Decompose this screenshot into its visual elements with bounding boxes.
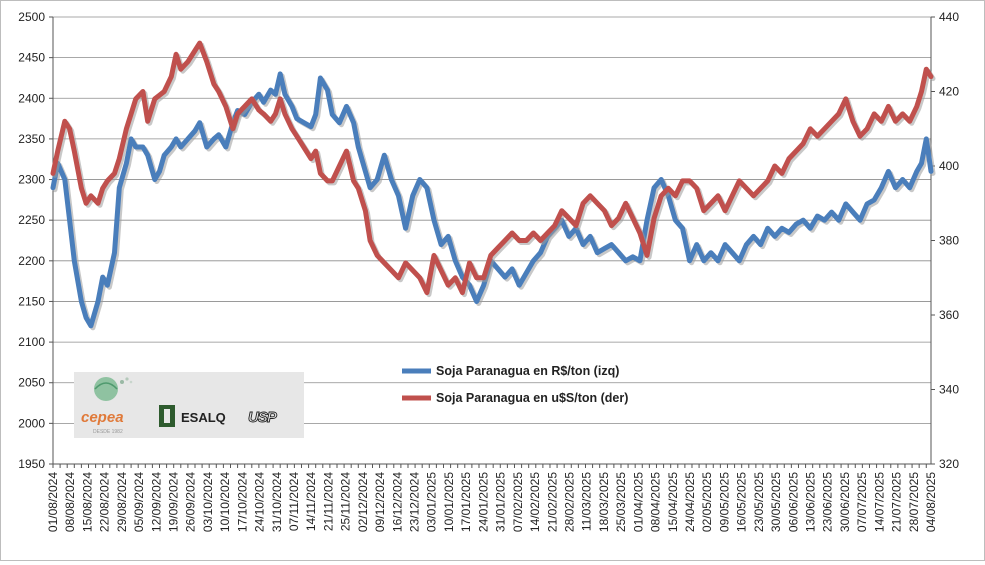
series-line-1: [50, 40, 934, 296]
x-tick-label: 14/11/2024: [304, 472, 318, 531]
y-left-tick-label: 2150: [18, 294, 45, 308]
x-tick-label: 07/11/2024: [287, 472, 301, 531]
x-tick-label: 07/07/2025: [855, 472, 869, 532]
x-tick-label: 16/12/2024: [390, 472, 404, 532]
y-right-tick-label: 420: [939, 85, 959, 99]
x-tick-label: 29/08/2024: [115, 472, 129, 532]
x-tick-label: 30/06/2025: [838, 472, 852, 532]
cepea-wordmark: cepea: [81, 409, 124, 426]
y-left-tick-label: 2500: [18, 10, 45, 24]
x-tick-label: 31/01/2025: [494, 472, 508, 532]
y-left-tick-label: 2200: [18, 254, 45, 268]
x-axis: 01/08/2024 08/08/2024 15/08/2024 22/08/2024…: [46, 464, 938, 532]
esalq-wordmark: ESALQ: [181, 410, 226, 425]
x-tick-label: 03/01/2025: [425, 472, 439, 532]
x-tick-label: 26/09/2024: [184, 472, 198, 532]
y-left-tick-label: 1950: [18, 457, 45, 471]
y-left-tick-label: 2000: [18, 416, 45, 430]
legend-label-usd: Soja Paranagua en u$S/ton (der): [436, 391, 628, 405]
y-left-tick-label: 2250: [18, 213, 45, 227]
x-tick-label: 13/06/2025: [803, 472, 817, 532]
x-tick-label: 02/05/2025: [700, 472, 714, 532]
y-left-tick-label: 2350: [18, 132, 45, 146]
x-tick-label: 28/02/2025: [562, 472, 576, 532]
x-tick-label: 21/02/2025: [545, 472, 559, 532]
x-tick-label: 23/06/2025: [821, 472, 835, 532]
x-tick-label: 25/03/2025: [614, 472, 628, 532]
x-tick-label: 31/10/2024: [270, 472, 284, 532]
x-tick-label: 09/12/2024: [373, 472, 387, 532]
x-tick-label: 12/09/2024: [149, 472, 163, 532]
x-tick-label: 01/08/2024: [46, 472, 60, 532]
y-left-tick-label: 2400: [18, 91, 45, 105]
x-tick-label: 19/09/2024: [167, 472, 181, 532]
y-right-tick-label: 320: [939, 457, 959, 471]
x-tick-label: 01/04/2025: [631, 472, 645, 532]
usp-wordmark: USP: [248, 409, 278, 426]
y-right-tick-label: 360: [939, 308, 959, 322]
x-tick-label: 30/05/2025: [769, 472, 783, 532]
y-right-tick-label: 380: [939, 234, 959, 248]
series-shadow-0: [52, 73, 936, 331]
x-tick-label: 15/08/2024: [80, 472, 94, 532]
x-tick-label: 08/08/2024: [63, 472, 77, 532]
x-tick-label: 07/02/2025: [511, 472, 525, 532]
y-left-tick-label: 2450: [18, 51, 45, 65]
x-tick-label: 08/04/2025: [649, 472, 663, 532]
x-tick-label: 24/10/2024: [253, 472, 267, 532]
x-tick-label: 02/12/2024: [356, 472, 370, 532]
cepea-logo: cepea DESDE 1982: [81, 377, 133, 435]
x-tick-label: 05/09/2024: [132, 472, 146, 532]
series-shadow-1: [52, 42, 936, 298]
esalq-logo: ESALQ: [159, 405, 226, 427]
x-tick-label: 21/11/2024: [321, 472, 335, 531]
x-tick-label: 16/05/2025: [735, 472, 749, 532]
y-right-tick-label: 400: [939, 159, 959, 173]
y-axis-right: 320 340 360 380 400 420 440: [930, 10, 959, 471]
x-tick-label: 10/01/2025: [442, 472, 456, 532]
x-tick-label: 23/05/2025: [752, 472, 766, 532]
x-tick-label: 11/03/2025: [580, 472, 594, 531]
x-tick-label: 18/03/2025: [597, 472, 611, 532]
x-tick-label: 24/01/2025: [476, 472, 490, 532]
x-tick-label: 21/07/2025: [890, 472, 904, 532]
y-right-tick-label: 340: [939, 383, 959, 397]
x-tick-label: 17/10/2024: [235, 472, 249, 532]
x-tick-label: 22/08/2024: [98, 472, 112, 532]
x-tick-label: 10/10/2024: [218, 472, 232, 532]
x-tick-label: 06/06/2025: [786, 472, 800, 532]
y-left-tick-label: 2300: [18, 173, 45, 187]
x-tick-label: 15/04/2025: [666, 472, 680, 532]
x-tick-label: 14/07/2025: [872, 472, 886, 532]
cepea-globe-icon: [94, 377, 118, 401]
y-left-tick-label: 2050: [18, 376, 45, 390]
series-lines: [50, 40, 936, 331]
y-axis-left: 1950 2000 2050 2100 2150 2200 2250 2300 2350 2400…: [18, 10, 54, 471]
x-tick-label: 24/04/2025: [683, 472, 697, 532]
x-tick-label: 17/01/2025: [459, 472, 473, 532]
x-tick-label: 23/12/2024: [408, 472, 422, 532]
x-tick-label: 04/08/2025: [924, 472, 938, 532]
y-left-tick-label: 2100: [18, 335, 45, 349]
legend-item-usd: Soja Paranagua en u$S/ton (der): [402, 391, 628, 405]
y-right-tick-label: 440: [939, 10, 959, 24]
cepea-tagline: DESDE 1982: [93, 429, 123, 435]
legend-label-brl: Soja Paranagua en R$/ton (izq): [436, 364, 619, 378]
x-tick-label: 03/10/2024: [201, 472, 215, 532]
x-tick-label: 14/02/2025: [528, 472, 542, 532]
legend-item-brl: Soja Paranagua en R$/ton (izq): [402, 364, 619, 378]
x-tick-label: 09/05/2025: [717, 472, 731, 532]
x-tick-label: 25/11/2024: [339, 472, 353, 531]
usp-logo: USP: [248, 409, 280, 427]
logos-panel: cepea DESDE 1982 ESALQ USP: [74, 372, 304, 438]
legend: Soja Paranagua en R$/ton (izq) Soja Para…: [402, 364, 628, 405]
x-tick-label: 28/07/2025: [907, 472, 921, 532]
series-line-0: [50, 71, 934, 329]
